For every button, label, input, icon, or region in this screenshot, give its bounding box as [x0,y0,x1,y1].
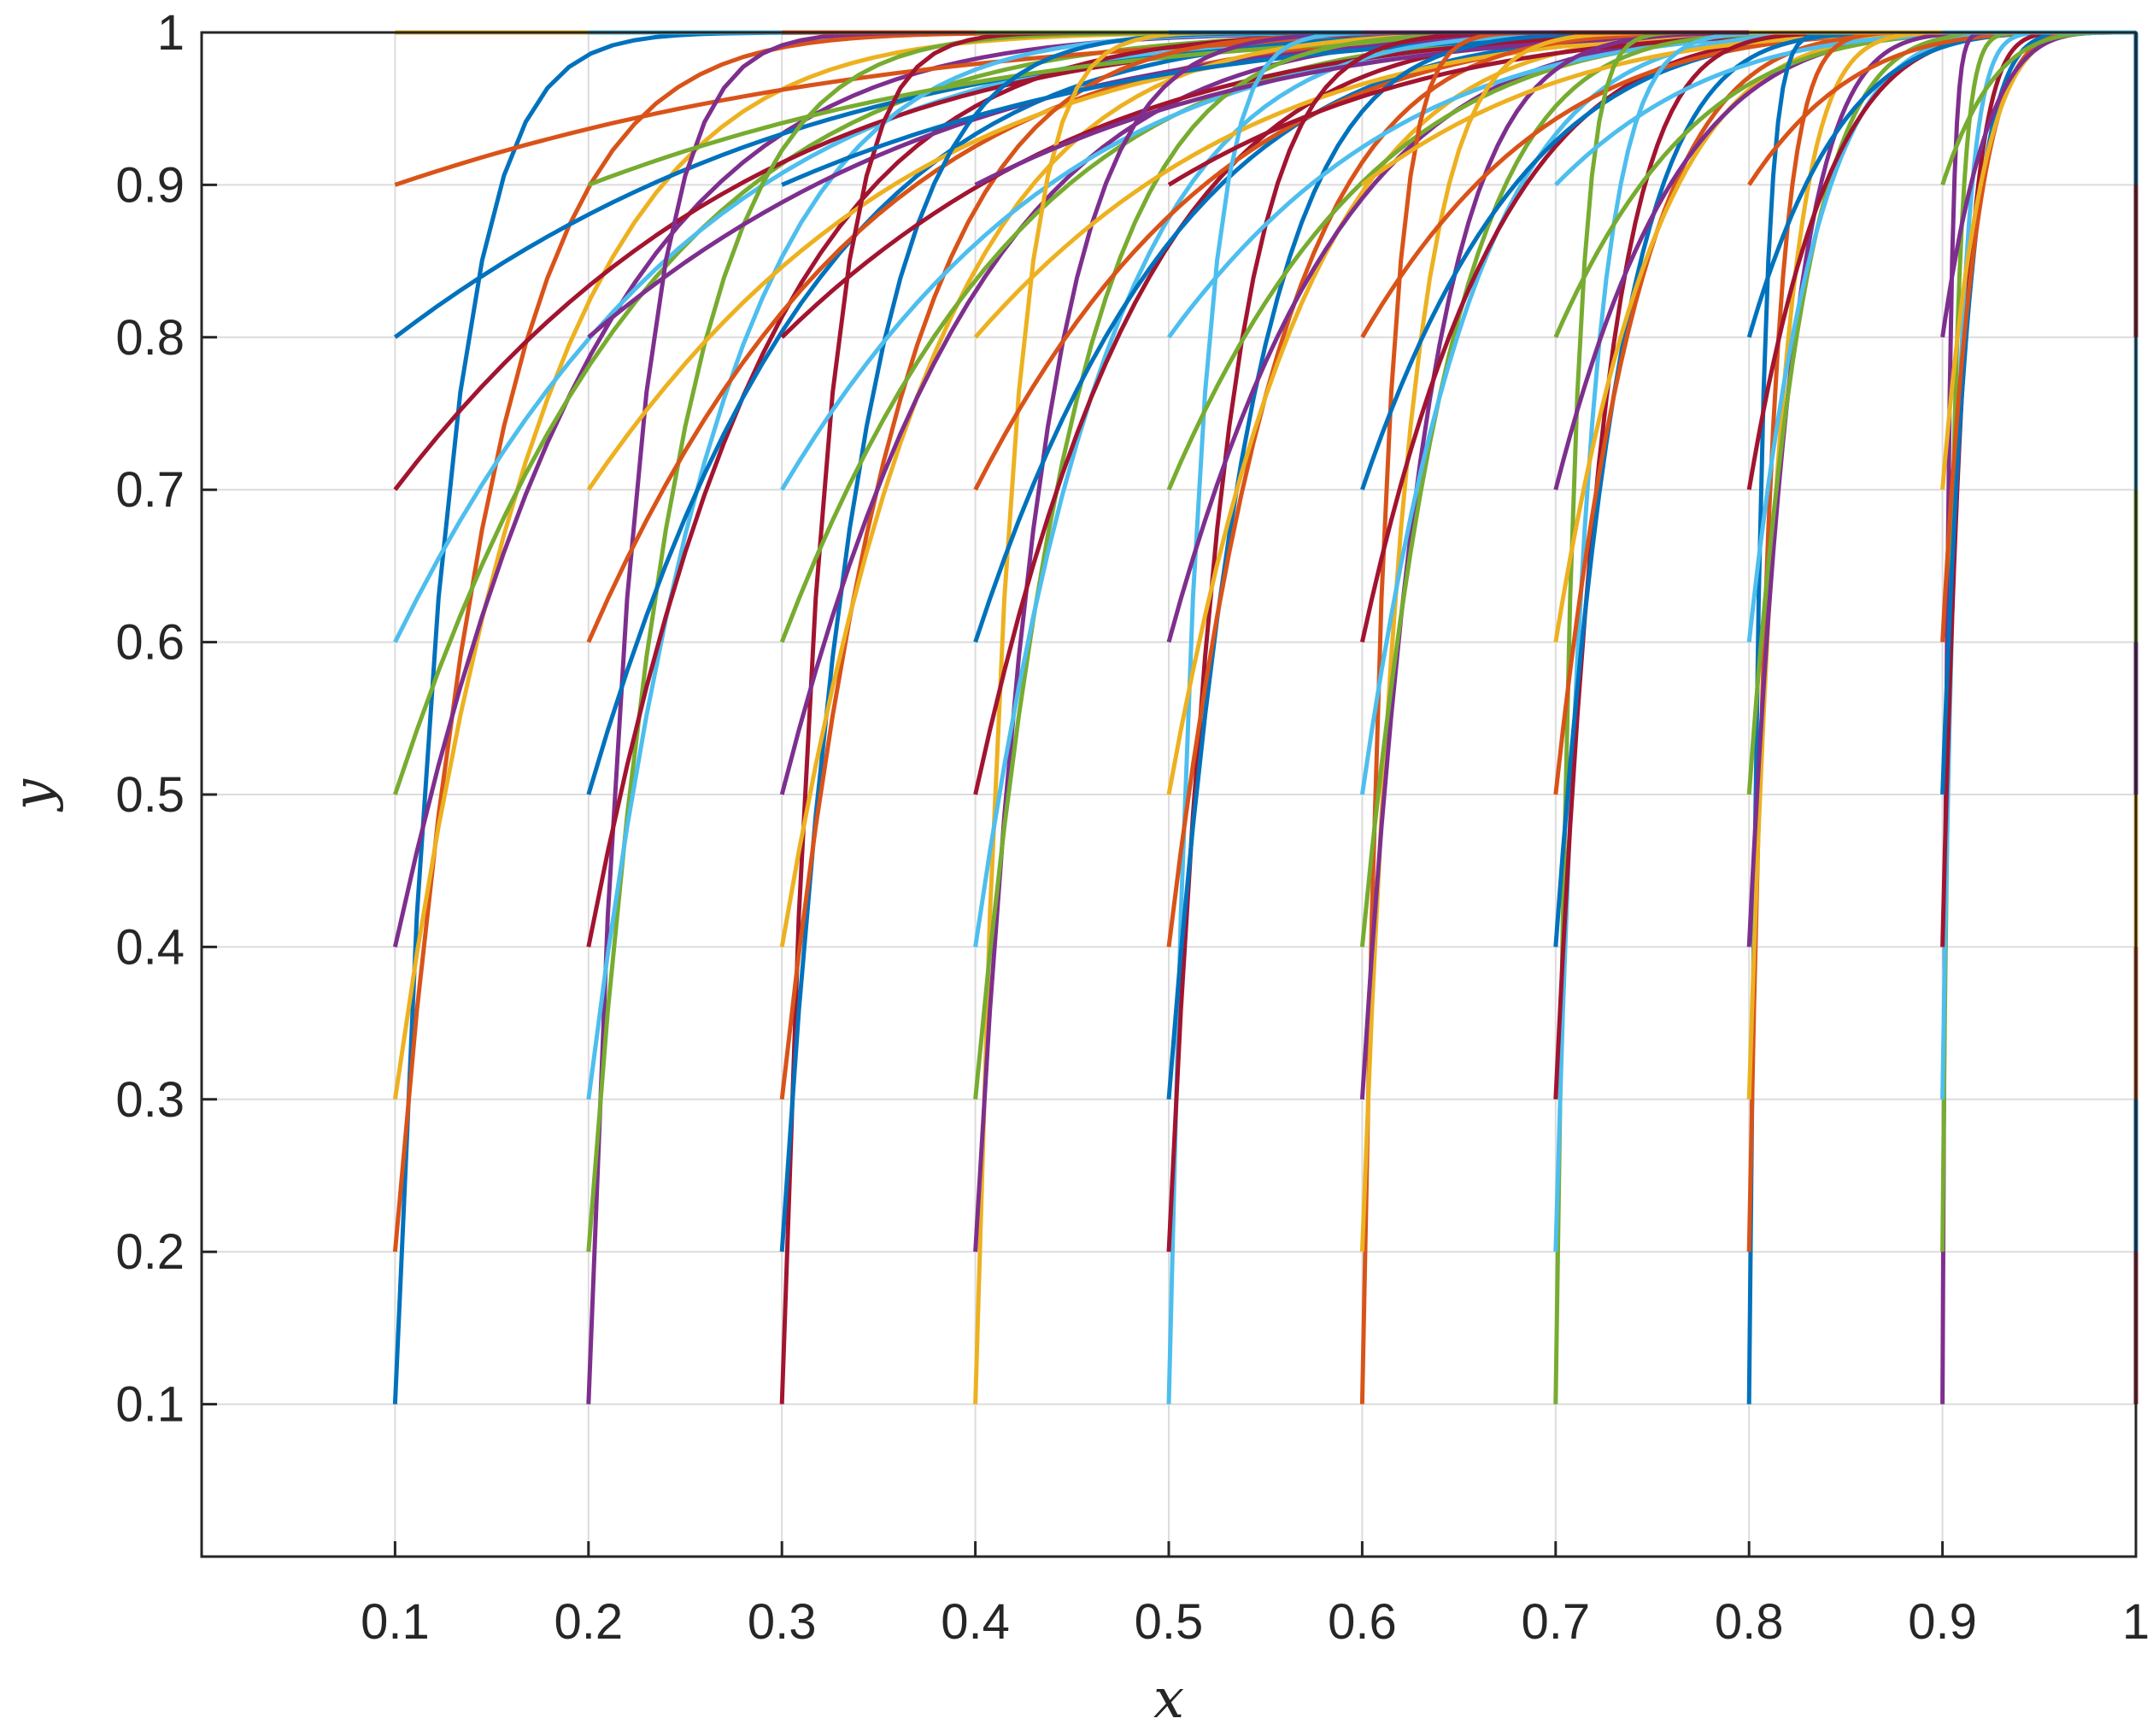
y-tick-label: 0.7 [115,462,185,518]
y-tick-label: 0.8 [115,310,185,366]
series-group [392,30,2138,1405]
x-tick-labels: 0.1 0.2 0.3 0.4 0.5 0.6 0.7 0.8 0.9 1 [361,1594,2150,1650]
x-tick-label: 0.7 [1521,1594,1590,1650]
x-tick-label: 0.8 [1715,1594,1784,1650]
x-tick-label: 0.3 [748,1594,817,1650]
x-tick-label: 0.4 [941,1594,1010,1650]
x-axis-label: x [1153,1668,1184,1731]
x-tick-label: 1 [2122,1594,2150,1650]
y-tick-label: 1 [157,5,185,61]
series-curve [1553,30,2136,1100]
y-tick-label: 0.9 [115,157,185,213]
y-tick-label: 0.5 [115,767,185,823]
series-curve [779,30,2136,1100]
y-tick-labels: 0.1 0.2 0.3 0.4 0.5 0.6 0.7 0.8 0.9 1 [115,5,185,1433]
series-curve [1940,30,2136,1100]
x-tick-label: 0.6 [1328,1594,1397,1650]
tick-marks [202,31,2138,1557]
x-tick-label: 0.9 [1908,1594,1977,1650]
series-curve [1166,30,2136,1100]
y-tick-label: 0.3 [115,1072,185,1128]
x-tick-label: 0.1 [361,1594,430,1650]
series-curve [1940,30,2136,795]
series-curve [392,30,2136,1405]
series-curve [392,30,2136,1100]
y-tick-label: 0.4 [115,919,185,975]
y-tick-label: 0.1 [115,1377,185,1433]
y-axis-label: y [2,778,65,812]
x-tick-label: 0.2 [554,1594,623,1650]
y-tick-label: 0.2 [115,1224,185,1280]
x-tick-label: 0.5 [1135,1594,1204,1650]
y-tick-label: 0.6 [115,615,185,671]
